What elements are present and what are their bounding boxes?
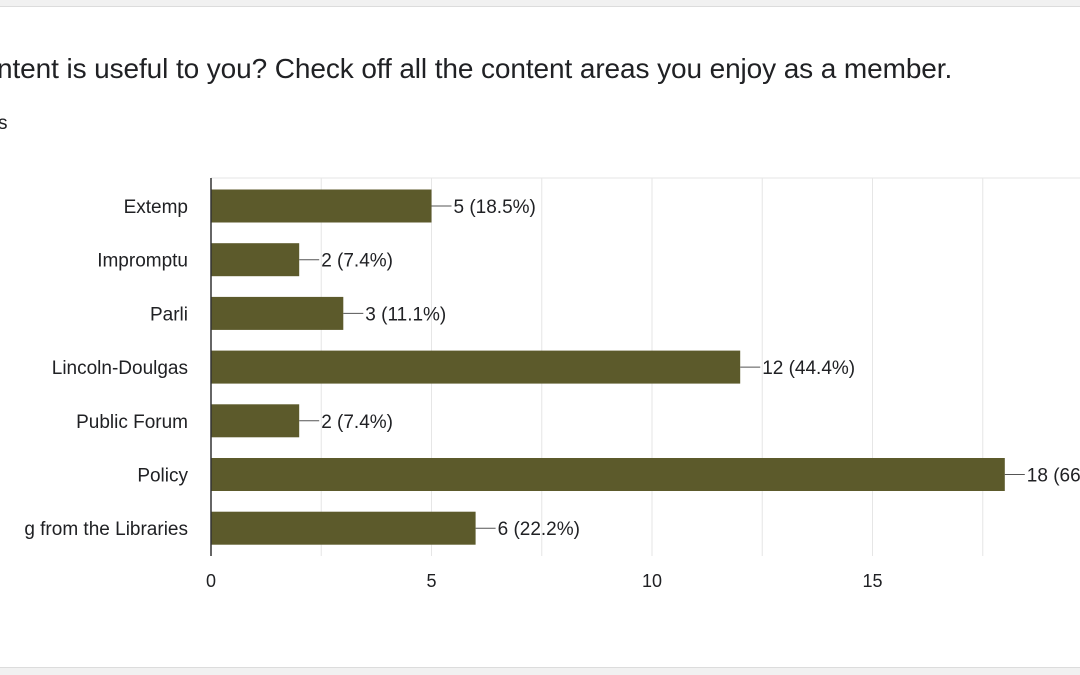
data-label: 2 (7.4%) (321, 412, 393, 433)
category-label: g from the Libraries (24, 519, 188, 540)
x-tick-label: 5 (426, 571, 436, 591)
bar (211, 296, 344, 330)
category-label: Parli (150, 304, 188, 325)
x-tick-label: 15 (862, 571, 882, 591)
data-label: 5 (18.5%) (454, 197, 536, 218)
category-label: Impromptu (97, 251, 188, 272)
question-title: ntent is useful to you? Check off all th… (0, 53, 953, 84)
bar (211, 189, 432, 223)
x-tick-label: 10 (642, 571, 662, 591)
bar (211, 243, 300, 277)
response-count: s (0, 113, 8, 135)
bar (211, 458, 1005, 491)
category-label: Lincoln-Doulgas (52, 358, 188, 379)
category-label: Public Forum (76, 412, 188, 433)
x-tick-label: 0 (206, 571, 216, 591)
category-label: Extemp (124, 197, 188, 218)
bar (211, 511, 476, 545)
data-label: 18 (66 (1027, 466, 1080, 487)
question-card: ntent is useful to you? Check off all th… (0, 6, 1080, 668)
data-label: 12 (44.4%) (762, 358, 855, 379)
data-label: 2 (7.4%) (321, 251, 393, 272)
data-label: 6 (22.2%) (498, 519, 580, 540)
category-label: Policy (137, 466, 188, 487)
bar (211, 350, 741, 384)
data-label: 3 (11.1%) (365, 304, 446, 325)
bar (211, 404, 300, 438)
